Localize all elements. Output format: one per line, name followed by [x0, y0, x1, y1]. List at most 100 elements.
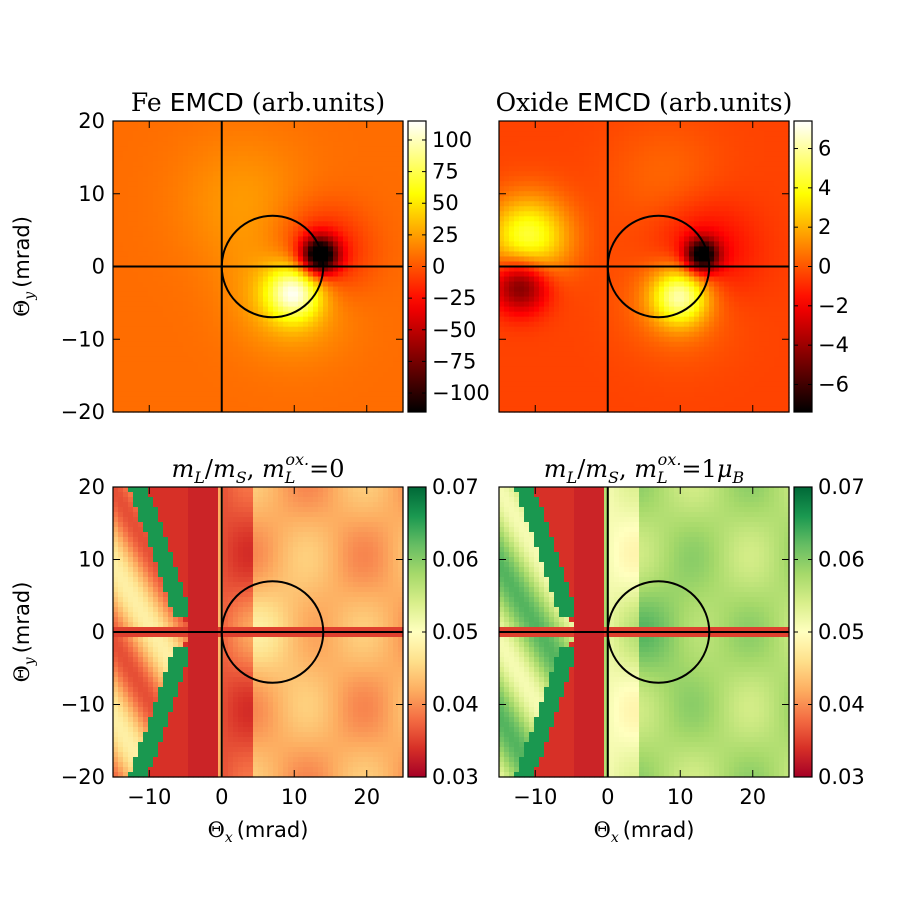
heatmap-cell: [188, 296, 194, 303]
heatmap-cell: [594, 191, 600, 197]
heatmap-cell: [333, 261, 339, 268]
heatmap-cell: [273, 246, 279, 253]
heatmap-cell: [338, 236, 344, 243]
heatmap-cell: [674, 156, 680, 162]
heatmap-cell: [514, 126, 520, 132]
heatmap-cell: [328, 216, 334, 222]
heatmap-cell: [519, 216, 525, 222]
heatmap-cell: [729, 186, 735, 192]
heatmap-cell: [208, 256, 214, 263]
heatmap-cell: [388, 186, 394, 192]
heatmap-cell: [734, 131, 740, 137]
heatmap-cell: [243, 211, 249, 217]
heatmap-cell: [258, 406, 264, 413]
heatmap-cell: [579, 131, 585, 137]
heatmap-cell: [143, 156, 149, 162]
heatmap-cell: [223, 191, 229, 197]
heatmap-cell: [138, 121, 144, 127]
heatmap-cell: [594, 166, 600, 172]
heatmap-cell: [118, 386, 124, 393]
heatmap-cell: [303, 156, 309, 162]
heatmap-cell: [388, 251, 394, 258]
heatmap-cell: [388, 151, 394, 157]
heatmap-cell: [574, 146, 580, 152]
heatmap-cell: [248, 376, 254, 383]
heatmap-cell: [624, 171, 630, 177]
heatmap-cell: [614, 141, 620, 147]
heatmap-cell: [694, 191, 700, 197]
heatmap-cell: [198, 266, 204, 273]
heatmap-cell: [333, 386, 339, 393]
heatmap-cell: [549, 206, 555, 212]
heatmap-cell: [358, 311, 364, 318]
heatmap-cell: [133, 406, 139, 413]
heatmap-cell: [278, 241, 284, 248]
heatmap-cell: [333, 396, 339, 403]
heatmap-cell: [163, 181, 169, 187]
heatmap-cell: [509, 121, 515, 127]
heatmap-cell: [579, 236, 585, 243]
heatmap-cell: [393, 161, 399, 167]
heatmap-cell: [599, 241, 605, 248]
heatmap-cell: [188, 251, 194, 258]
heatmap-cell: [554, 166, 560, 172]
heatmap-cell: [759, 181, 765, 187]
heatmap-cell: [323, 201, 329, 207]
heatmap-cell: [208, 221, 214, 227]
heatmap-cell: [228, 171, 234, 177]
heatmap-cell: [203, 156, 209, 162]
heatmap-cell: [278, 206, 284, 212]
heatmap-cell: [263, 196, 269, 202]
heatmap-cell: [539, 216, 545, 222]
heatmap-cell: [118, 316, 124, 323]
heatmap-cell: [208, 396, 214, 403]
heatmap-cell: [283, 291, 289, 298]
heatmap-cell: [128, 396, 134, 403]
heatmap-cell: [393, 176, 399, 182]
heatmap-cell: [123, 271, 129, 278]
heatmap-cell: [198, 376, 204, 383]
heatmap-cell: [223, 361, 229, 368]
heatmap-cell: [248, 141, 254, 147]
heatmap-cell: [238, 311, 244, 318]
heatmap-cell: [754, 221, 760, 227]
heatmap-cell: [664, 191, 670, 197]
heatmap-cell: [759, 196, 765, 202]
heatmap-cell: [173, 391, 179, 398]
heatmap-cell: [173, 351, 179, 358]
heatmap-cell: [378, 146, 384, 152]
heatmap-cell: [248, 371, 254, 378]
heatmap-cell: [338, 301, 344, 308]
heatmap-cell: [348, 341, 354, 348]
heatmap-cell: [253, 221, 259, 227]
heatmap-cell: [684, 131, 690, 137]
heatmap-cell: [168, 331, 174, 338]
heatmap-cell: [153, 171, 159, 177]
heatmap-cell: [644, 176, 650, 182]
heatmap-cell: [238, 396, 244, 403]
heatmap-cell: [278, 176, 284, 182]
heatmap-cell: [564, 231, 570, 237]
heatmap-cell: [764, 181, 770, 187]
heatmap-cell: [138, 211, 144, 217]
heatmap-cell: [148, 251, 154, 258]
heatmap-cell: [183, 331, 189, 338]
heatmap-cell: [148, 406, 154, 413]
heatmap-cell: [674, 226, 680, 232]
heatmap-cell: [143, 216, 149, 222]
heatmap-cell: [313, 306, 319, 313]
heatmap-cell: [273, 271, 279, 278]
heatmap-cell: [699, 161, 705, 167]
heatmap-cell: [313, 271, 319, 278]
heatmap-cell: [714, 181, 720, 187]
heatmap-cell: [383, 151, 389, 157]
heatmap-cell: [624, 126, 630, 132]
heatmap-cell: [564, 196, 570, 202]
heatmap-cell: [734, 216, 740, 222]
heatmap-cell: [198, 251, 204, 258]
heatmap-cell: [138, 241, 144, 248]
heatmap-cell: [514, 151, 520, 157]
heatmap-cell: [188, 131, 194, 137]
heatmap-cell: [208, 301, 214, 308]
heatmap-cell: [313, 286, 319, 293]
